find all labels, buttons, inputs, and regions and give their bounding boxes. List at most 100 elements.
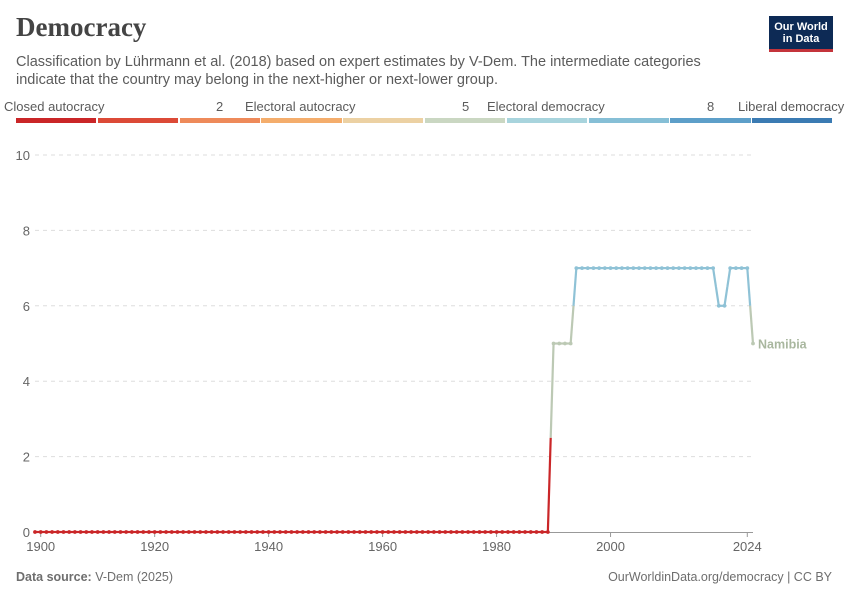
legend-swatch-9 [752, 118, 833, 123]
data-point [266, 530, 271, 534]
data-point [323, 530, 328, 534]
data-point [523, 530, 527, 534]
data-point [580, 266, 584, 270]
data-point [221, 530, 225, 534]
data-point [608, 266, 613, 270]
x-tick-label-2000: 2000 [596, 539, 625, 554]
legend-label-closed-autocracy: Closed autocracy [4, 99, 105, 114]
data-point [84, 530, 89, 534]
series-segment [714, 286, 720, 306]
data-source-value[interactable]: V-Dem (2025) [95, 570, 174, 584]
data-point [734, 266, 738, 270]
data-point [238, 530, 243, 534]
legend-swatch-8 [670, 118, 751, 123]
y-tick-label-0: 0 [23, 525, 30, 540]
data-point [471, 530, 476, 534]
data-point [392, 530, 396, 534]
data-point [232, 530, 237, 534]
data-point [716, 303, 721, 308]
data-point [198, 530, 203, 534]
data-point [329, 530, 334, 534]
data-point [318, 530, 322, 534]
data-point [557, 341, 562, 346]
data-point [380, 530, 385, 534]
data-point [135, 530, 140, 534]
data-point [215, 530, 220, 534]
legend-label-5: 5 [462, 99, 470, 114]
x-tick-label-1900: 1900 [26, 539, 55, 554]
data-point [204, 530, 208, 534]
data-point [278, 530, 282, 534]
data-point [158, 530, 163, 534]
data-point [226, 530, 231, 534]
data-point [620, 266, 624, 270]
legend-swatch-6 [506, 118, 588, 123]
data-point [33, 530, 37, 534]
series-segment [712, 267, 718, 288]
data-point [352, 530, 357, 534]
data-point [403, 530, 408, 534]
data-point [585, 266, 590, 270]
legend-swatch-4 [343, 118, 424, 123]
series-segment [546, 437, 552, 533]
legend-label-2: 2 [216, 99, 224, 114]
data-point [61, 530, 66, 534]
legend-swatch-1 [97, 118, 179, 123]
data-point [50, 530, 54, 534]
legend-label-electoral-democracy: Electoral democracy [487, 99, 605, 114]
data-point [517, 530, 522, 534]
data-point [107, 530, 111, 534]
data-point [654, 266, 659, 270]
data-point [574, 266, 579, 270]
data-point [597, 266, 602, 270]
data-point [243, 530, 248, 534]
color-legend: Closed autocracy 2 Electoral autocracy 5… [4, 99, 844, 125]
data-point [44, 530, 49, 534]
data-point [625, 266, 630, 270]
data-point [300, 530, 305, 534]
data-point [72, 530, 77, 534]
data-point [363, 530, 368, 534]
legend-swatch-5 [425, 118, 506, 123]
data-point [312, 530, 317, 534]
series-segment [572, 268, 578, 306]
data-point [386, 530, 391, 534]
data-point [335, 530, 339, 534]
data-point [665, 266, 670, 270]
data-point [443, 530, 448, 534]
data-point [272, 530, 277, 534]
data-point [181, 530, 186, 534]
footer-url[interactable]: OurWorldinData.org/democracy | CC BY [608, 570, 832, 584]
legend-swatch-3 [261, 118, 342, 123]
data-point [682, 266, 687, 270]
chart-title: Democracy [16, 12, 147, 42]
data-point [677, 266, 681, 270]
data-point [397, 530, 402, 534]
data-point [506, 530, 510, 534]
y-tick-label-4: 4 [23, 374, 30, 389]
data-point [357, 530, 362, 534]
data-point [648, 266, 653, 270]
data-point [369, 530, 374, 534]
data-point [414, 530, 419, 534]
y-tick-label-10: 10 [16, 148, 30, 163]
data-point [563, 341, 567, 346]
owid-logo[interactable]: Our World in Data [769, 16, 833, 52]
series-segment [569, 305, 575, 344]
data-point [591, 266, 596, 270]
data-point [688, 266, 693, 270]
data-source-label: Data source: [16, 570, 92, 584]
data-point [631, 266, 636, 270]
data-point [283, 530, 288, 534]
data-point [551, 341, 556, 346]
x-tick-label-1980: 1980 [482, 539, 511, 554]
data-point [488, 530, 493, 534]
data-point [192, 530, 197, 534]
data-point [375, 530, 379, 534]
data-point [711, 266, 716, 270]
data-point [500, 530, 505, 534]
data-point [745, 266, 750, 270]
chart-subtitle: Classification by Lührmann et al. (2018)… [16, 54, 701, 88]
data-point [249, 530, 254, 534]
legend-swatch-0 [16, 118, 97, 123]
